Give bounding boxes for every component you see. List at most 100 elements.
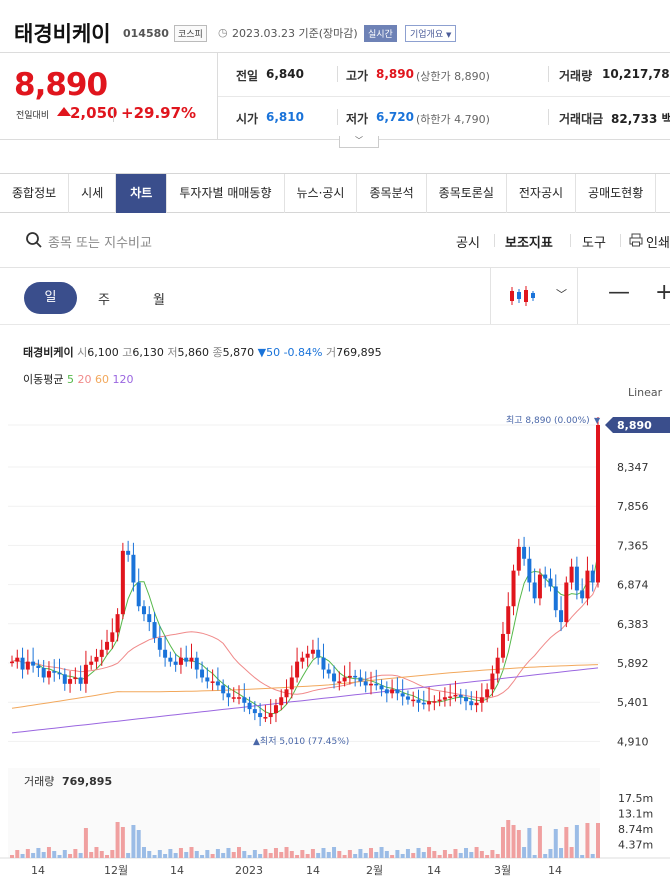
volume-bar (247, 855, 252, 858)
volume-bar (205, 850, 210, 858)
candle (20, 657, 25, 670)
chart-type-dropdown[interactable]: ﹀ (490, 268, 578, 324)
candle (479, 697, 484, 703)
prev-close: 6,840 (266, 67, 304, 81)
tab-quotes[interactable]: 시세 (69, 174, 117, 213)
price-change: 2,050 (70, 104, 118, 122)
volume-bar (263, 849, 268, 858)
volume-bar (337, 851, 342, 858)
tab-investor-trading[interactable]: 투자자별 매매동향 (167, 174, 285, 213)
candle (210, 681, 215, 683)
tab-disclosure[interactable]: 전자공시 (507, 174, 577, 213)
disclosure-button[interactable]: 공시 (456, 236, 480, 251)
tab-discussion[interactable]: 종목토론실 (427, 174, 507, 213)
moving-average-lines (11, 553, 599, 734)
tab-short-selling[interactable]: 공매도현황 (576, 174, 657, 213)
period-weekly-button[interactable]: 주 (98, 293, 110, 308)
volume-bar (500, 827, 505, 858)
volume: 10,217,781 (602, 67, 670, 81)
prev-label: 전일 (236, 69, 259, 83)
x-axis-label: 2023 (235, 864, 263, 877)
candle (263, 717, 268, 719)
candle (152, 622, 157, 638)
expand-toggle-button[interactable]: ﹀ (339, 136, 379, 148)
market-badge: 코스피 (174, 25, 207, 42)
volume-bar (178, 848, 183, 858)
zoom-in-button[interactable]: + (655, 280, 670, 305)
candle (400, 693, 405, 697)
tab-chart[interactable]: 차트 (116, 174, 168, 213)
printer-icon[interactable] (629, 233, 643, 247)
volume-bar (400, 854, 405, 858)
volume-bar (474, 847, 479, 858)
volume-bar (83, 828, 88, 858)
period-daily-button[interactable]: 일 (24, 282, 77, 314)
candle (237, 697, 242, 699)
info-stock-name: 태경비케이 (23, 346, 74, 359)
volume-tick: 4.37m (618, 839, 653, 852)
candles (10, 417, 600, 727)
volume-bar (332, 847, 337, 858)
tools-button[interactable]: 도구 (582, 236, 606, 251)
candle (543, 574, 548, 579)
volume-bar (152, 855, 157, 858)
volume-bar (168, 849, 173, 858)
overview-label: 기업개요 (410, 30, 444, 40)
candle (590, 570, 595, 583)
volume-bar (559, 848, 564, 858)
candle (453, 694, 458, 697)
volume-bar (31, 853, 36, 858)
candle (194, 657, 199, 670)
candle (258, 713, 263, 718)
open-price: 6,810 (266, 110, 304, 124)
x-axis-label: 3월 (494, 864, 511, 877)
volume-bar (78, 853, 83, 858)
tab-analysis[interactable]: 종목분석 (357, 174, 427, 213)
x-axis-label: 14 (548, 864, 562, 877)
divider (113, 108, 114, 122)
company-overview-dropdown[interactable]: 기업개요 ▼ (405, 25, 457, 42)
compare-search-input[interactable]: 종목 또는 지수비교 (48, 236, 152, 251)
volume-bar (585, 823, 590, 858)
period-row: 일 주 월 ﹀ — + (0, 268, 670, 325)
volume-bar (543, 854, 548, 858)
candle (99, 649, 104, 657)
volume-bar (273, 848, 278, 858)
volume-bar (57, 855, 62, 858)
candle (379, 685, 384, 690)
x-axis-label: 12월 (104, 864, 128, 877)
x-axis-label: 14 (170, 864, 184, 877)
volume-bar (416, 848, 421, 858)
realtime-button[interactable]: 실시간 (364, 25, 397, 42)
volume-bar (490, 850, 495, 858)
candle (564, 582, 569, 623)
ohlc-info: 태경비케이 시6,100 고6,130 저5,860 종5,870 ▼50 -0… (23, 344, 382, 360)
ma20-line (11, 581, 599, 699)
candle (485, 689, 490, 698)
search-icon[interactable] (25, 231, 43, 249)
price-panel: 8,890 전일대비 2,050 +29.97% 전일 6,840 고가 8,8… (0, 52, 670, 140)
low-label: 저 (167, 346, 178, 359)
chart-labels: Linear 8,890 8,347 7,856 7,365 6,874 6,383 5,89… (24, 386, 670, 877)
candle (115, 614, 120, 633)
indicators-button[interactable]: 보조지표 (505, 236, 553, 251)
price-tick: 5,892 (617, 657, 649, 670)
chevron-down-icon: ﹀ (556, 288, 567, 301)
divider (494, 234, 495, 247)
price-chart[interactable]: Linear 8,890 8,347 7,856 7,365 6,874 6,383 5,89… (0, 380, 670, 891)
tab-news[interactable]: 뉴스·공시 (285, 174, 358, 213)
tab-summary[interactable]: 종합정보 (0, 174, 70, 213)
divider (337, 109, 338, 125)
candle (374, 683, 379, 686)
candle (10, 661, 14, 664)
volume-bar (215, 849, 220, 858)
print-button[interactable]: 인쇄 (646, 236, 670, 251)
candle (247, 702, 252, 710)
candle (126, 550, 131, 555)
zoom-out-button[interactable]: — (608, 280, 630, 305)
volume-bar (279, 852, 284, 858)
volume-bar (163, 854, 168, 858)
period-monthly-button[interactable]: 월 (153, 293, 165, 308)
ma-label: 이동평균 (23, 373, 64, 386)
candle (522, 546, 527, 559)
